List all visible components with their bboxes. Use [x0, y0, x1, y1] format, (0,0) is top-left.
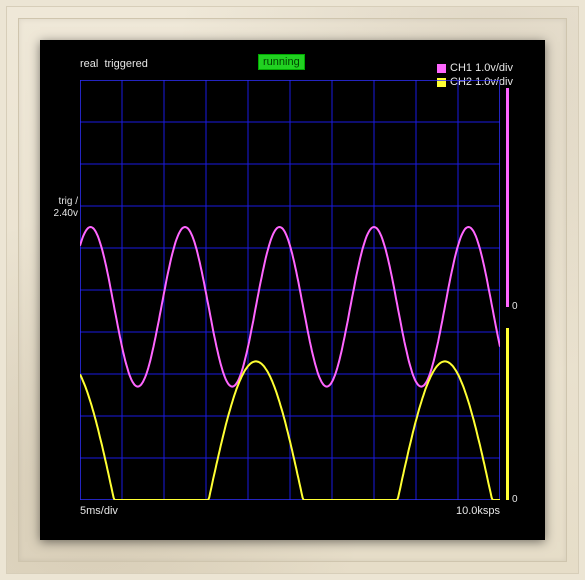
- range-bar-ch1: [506, 88, 509, 306]
- plot-area: [80, 80, 500, 500]
- oscilloscope-screen: real triggered running CH1 1.0v/div CH2 …: [40, 40, 545, 540]
- trigger-label: trig / 2.40v: [44, 196, 78, 220]
- status-indicator: running: [258, 54, 305, 70]
- zero-marker-ch2: 0: [512, 494, 518, 505]
- paper-frame: real triggered running CH1 1.0v/div CH2 …: [0, 0, 585, 580]
- zero-marker-ch1: 0: [512, 301, 518, 312]
- timebase-label: 5ms/div: [80, 505, 118, 517]
- range-bar-ch2: [506, 328, 509, 500]
- plot-svg: [80, 80, 500, 500]
- samplerate-label: 10.0ksps: [456, 505, 500, 517]
- mode-text: real triggered: [80, 58, 148, 70]
